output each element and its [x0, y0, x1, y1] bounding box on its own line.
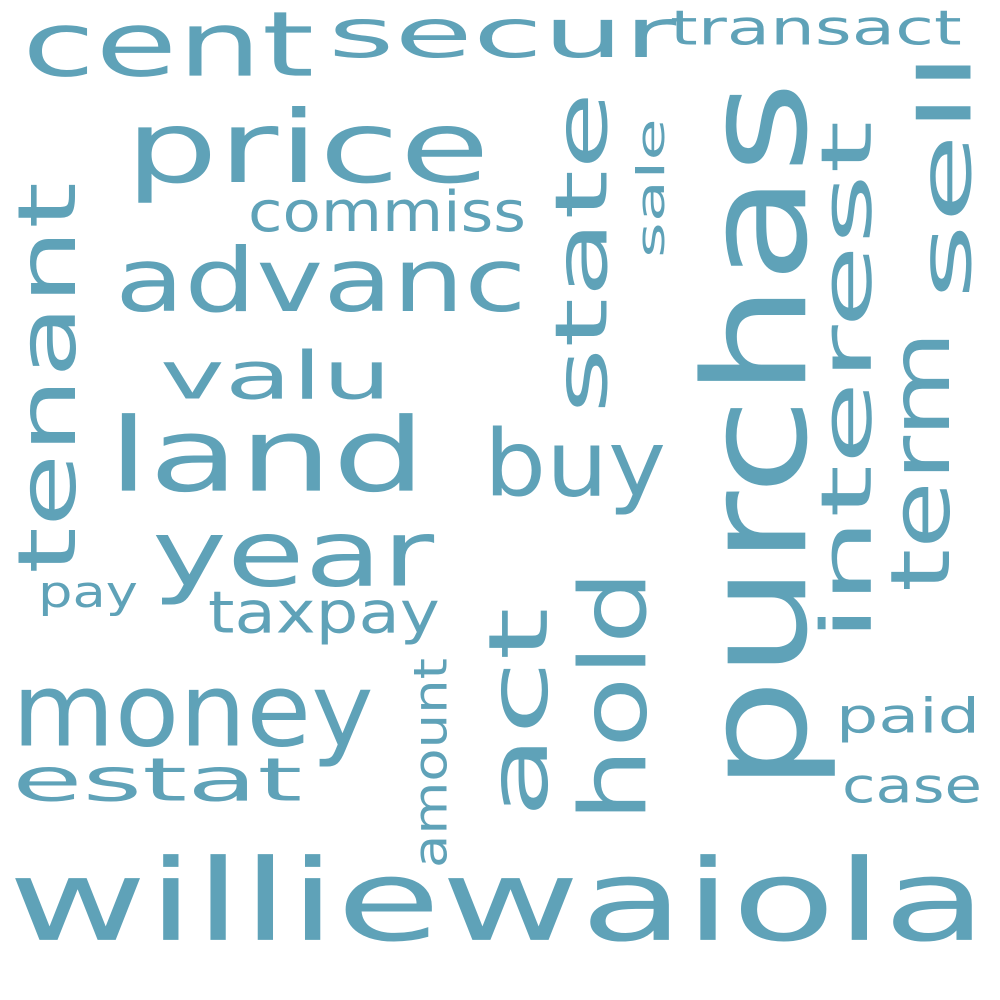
word-pay: pay	[38, 566, 138, 618]
word-sale: sale	[628, 118, 674, 258]
word-sell: sell	[903, 51, 988, 301]
word-advanc: advanc	[115, 229, 527, 333]
word-year: year	[152, 499, 435, 608]
word-tenant: tenant	[0, 182, 95, 574]
word-secur: secur	[328, 0, 677, 74]
word-money: money	[12, 650, 374, 771]
word-land: land	[108, 395, 426, 516]
word-interest: interest	[805, 120, 888, 642]
word-term: term	[872, 330, 969, 592]
word-amount: amount	[403, 658, 458, 868]
word-transact: transact	[670, 0, 962, 56]
word-taxpay: taxpay	[208, 578, 440, 647]
word-case: case	[842, 757, 982, 814]
word-estat: estat	[12, 744, 303, 815]
word-paid: paid	[836, 687, 981, 744]
word-act: act	[470, 607, 567, 818]
word-hold: hold	[559, 570, 668, 822]
word-cent: cent	[22, 0, 315, 98]
word-commiss: commiss	[248, 178, 526, 245]
word-state: state	[539, 91, 624, 414]
word-williewaiola: williewaiola	[8, 834, 988, 968]
word-buy: buy	[484, 409, 667, 518]
word-valu: valu	[160, 337, 392, 415]
word-price: price	[125, 89, 490, 206]
